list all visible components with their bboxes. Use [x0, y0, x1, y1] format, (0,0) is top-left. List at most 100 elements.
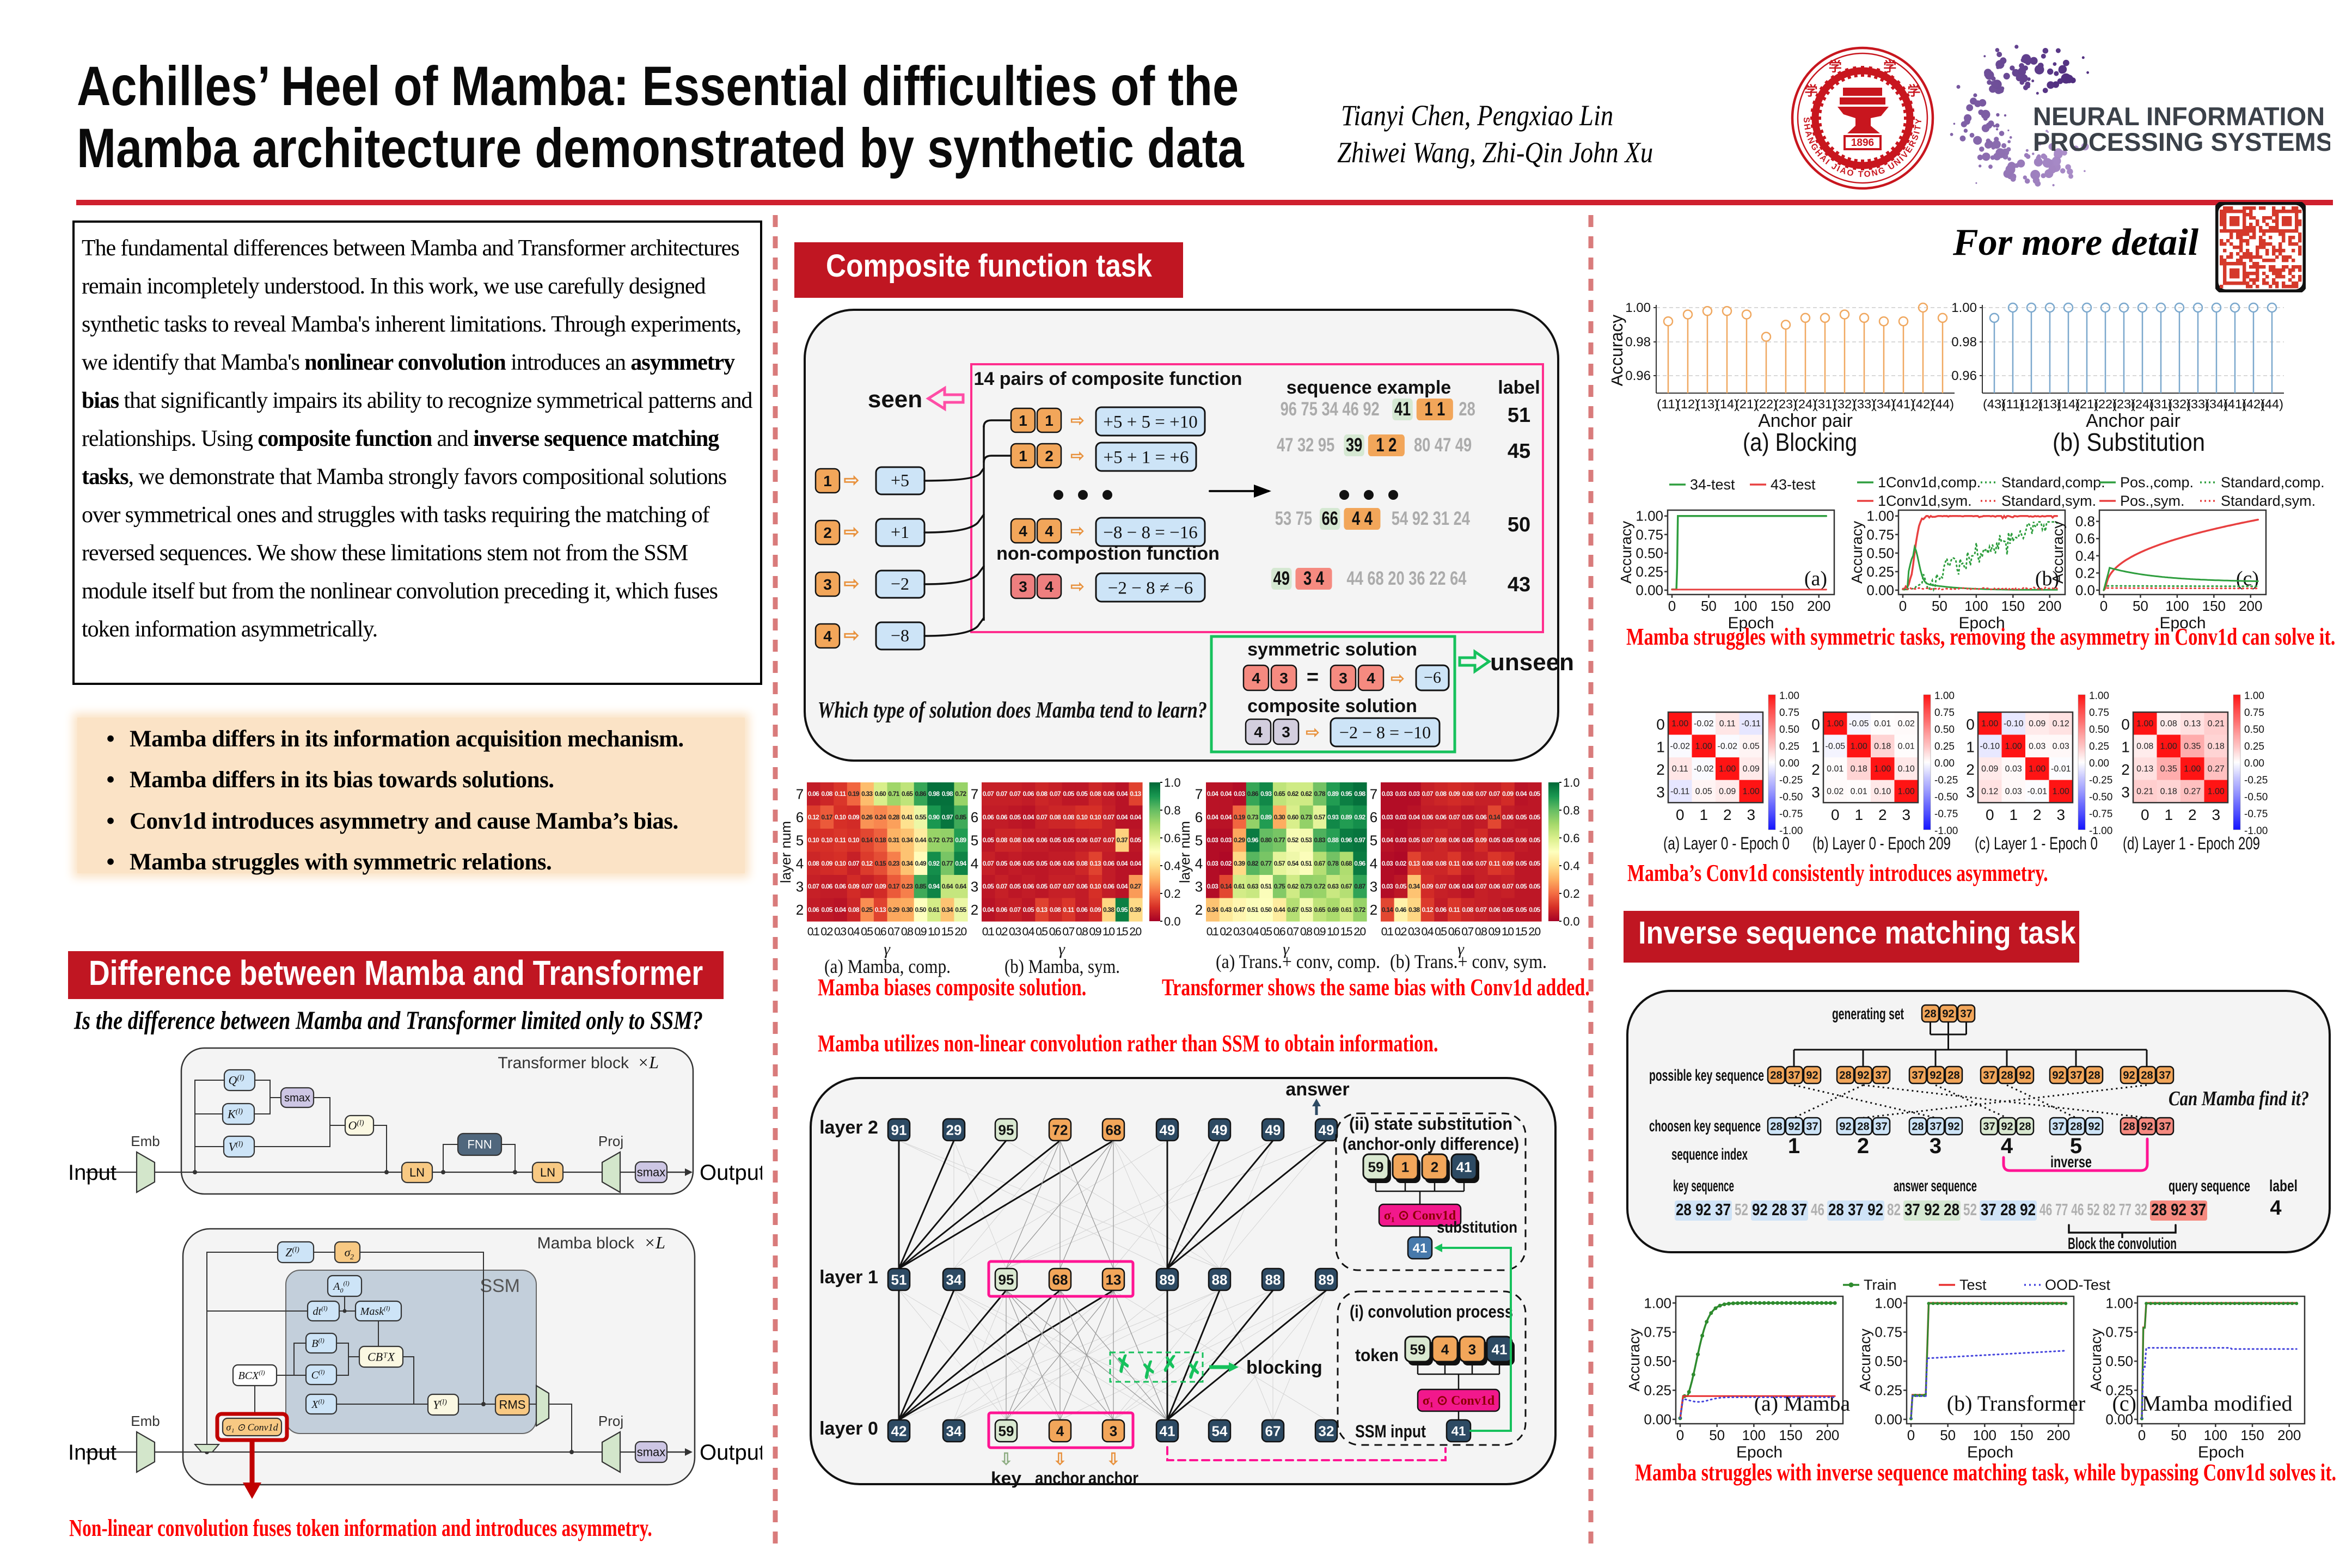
svg-text:43-test: 43-test: [1771, 476, 1816, 493]
svg-text:-0.50: -0.50: [1779, 792, 1803, 803]
svg-text:1.00: 1.00: [1875, 1295, 1902, 1311]
svg-text:4: 4: [796, 855, 804, 872]
svg-text:Emb: Emb: [131, 1413, 160, 1429]
svg-text:92: 92: [2088, 1121, 2100, 1133]
svg-text:(b) Substitution: (b) Substitution: [2053, 428, 2205, 456]
svg-text:0.33: 0.33: [861, 790, 873, 798]
svg-text:0.27: 0.27: [2184, 787, 2201, 796]
svg-text:0.89: 0.89: [1260, 813, 1272, 821]
svg-text:×L: ×L: [638, 1052, 659, 1072]
svg-text:0.00: 0.00: [1779, 758, 1799, 769]
svg-text:43: 43: [1508, 573, 1530, 596]
svg-text:⇨: ⇨: [844, 470, 860, 491]
svg-text:-0.25: -0.25: [2089, 775, 2112, 786]
svg-text:0.65: 0.65: [902, 790, 913, 798]
svg-text:(c) Mamba modified: (c) Mamba modified: [2112, 1391, 2293, 1416]
svg-text:0.89: 0.89: [1341, 813, 1352, 821]
svg-text:−2 − 8 = −10: −2 − 8 = −10: [1339, 722, 1431, 742]
svg-text:0.9: 0.9: [1314, 926, 1326, 938]
svg-text:0.03: 0.03: [1207, 883, 1218, 890]
svg-text:answer: answer: [1285, 1079, 1349, 1100]
svg-text:(b) Layer 0 - Epoch 209: (b) Layer 0 - Epoch 209: [1812, 834, 1951, 853]
svg-text:key sequence: key sequence: [1673, 1177, 1734, 1195]
svg-text:0.11: 0.11: [835, 790, 846, 798]
svg-text:0.06: 0.06: [1103, 790, 1114, 798]
svg-text:0.73: 0.73: [1247, 813, 1259, 821]
svg-text:0.09: 0.09: [1475, 836, 1487, 844]
svg-text:-1.00: -1.00: [2089, 825, 2112, 837]
svg-text:0.05: 0.05: [1529, 836, 1540, 844]
svg-text:28: 28: [1947, 1070, 1959, 1082]
svg-text:0.05: 0.05: [1516, 813, 1527, 821]
svg-text:-1.00: -1.00: [1934, 825, 1958, 837]
svg-text:⇩: ⇩: [999, 1450, 1013, 1468]
svg-text:Epoch: Epoch: [1728, 614, 1774, 632]
svg-text:2.0: 2.0: [954, 926, 967, 938]
svg-text:0.44: 0.44: [915, 836, 927, 844]
svg-text:66: 66: [1321, 508, 1338, 529]
svg-text:49: 49: [1265, 1122, 1281, 1138]
svg-text:-0.02: -0.02: [1670, 742, 1690, 751]
svg-text:95: 95: [999, 1271, 1014, 1288]
svg-text:(21): (21): [2075, 397, 2098, 411]
svg-text:0.1: 0.1: [807, 926, 820, 938]
svg-text:0.2: 0.2: [2075, 565, 2095, 581]
svg-text:0.0: 0.0: [1563, 915, 1580, 928]
svg-text:37 92 28: 37 92 28: [1904, 1200, 1959, 1219]
svg-text:0.75: 0.75: [2105, 1324, 2133, 1340]
svg-text:Epoch: Epoch: [2198, 1443, 2244, 1461]
svg-text:0: 0: [1831, 806, 1840, 823]
svg-text:choosen key sequence: choosen key sequence: [1649, 1117, 1761, 1135]
svg-text:0.87: 0.87: [1354, 883, 1365, 890]
svg-text:1.00: 1.00: [2208, 787, 2225, 796]
svg-text:3: 3: [2121, 783, 2130, 800]
svg-text:1.00: 1.00: [1898, 787, 1915, 796]
svg-text:0.07: 0.07: [983, 790, 994, 798]
svg-text:0.77: 0.77: [1274, 836, 1285, 844]
svg-text:学: 学: [1829, 59, 1842, 75]
svg-text:−6: −6: [1424, 669, 1441, 687]
svg-text:0.05: 0.05: [1529, 860, 1540, 867]
svg-text:0.0: 0.0: [1164, 915, 1181, 928]
svg-text:(11): (11): [1657, 397, 1680, 411]
svg-text:Accuracy: Accuracy: [2049, 521, 2066, 584]
svg-text:0.09: 0.09: [2029, 719, 2045, 728]
svg-text:0.06: 0.06: [1009, 860, 1021, 867]
svg-text:0.13: 0.13: [2136, 764, 2153, 774]
svg-text:0.50: 0.50: [1636, 545, 1663, 561]
svg-text:Accuracy: Accuracy: [1618, 521, 1634, 584]
svg-text:-1.00: -1.00: [1779, 825, 1803, 837]
svg-text:3: 3: [1282, 724, 1290, 740]
svg-text:0.06: 0.06: [1489, 883, 1500, 890]
svg-text:0.11: 0.11: [1672, 764, 1688, 774]
svg-text:0.05: 0.05: [1516, 906, 1527, 914]
svg-text:0.05: 0.05: [1063, 836, 1074, 844]
svg-text:⇨: ⇨: [1391, 670, 1404, 688]
svg-text:(21): (21): [1735, 397, 1758, 411]
svg-text:0.15: 0.15: [875, 860, 886, 867]
svg-text:1.5: 1.5: [941, 926, 954, 938]
svg-text:0.8: 0.8: [901, 926, 914, 938]
svg-text:0.46: 0.46: [1395, 906, 1406, 914]
svg-text:(a): (a): [1804, 567, 1827, 590]
svg-text:3: 3: [1930, 1134, 1941, 1158]
svg-text:0.21: 0.21: [2208, 719, 2225, 728]
svg-text:0.07: 0.07: [1090, 836, 1101, 844]
svg-text:(a) Trans.+ conv, comp.: (a) Trans.+ conv, comp.: [1216, 951, 1380, 972]
svg-text:0.05: 0.05: [983, 836, 994, 844]
svg-text:0.04: 0.04: [1023, 813, 1034, 821]
svg-text:0.62: 0.62: [1287, 883, 1298, 890]
svg-text:0.50: 0.50: [915, 906, 927, 914]
svg-text:32: 32: [1319, 1423, 1334, 1439]
svg-text:0: 0: [2141, 806, 2149, 823]
svg-text:29: 29: [946, 1122, 962, 1138]
svg-text:100: 100: [1973, 1427, 1996, 1443]
svg-text:1.0: 1.0: [1164, 776, 1181, 789]
svg-text:(12): (12): [2020, 397, 2043, 411]
svg-text:(31): (31): [2149, 397, 2172, 411]
svg-text:σ₁ ⊙ Conv1d: σ₁ ⊙ Conv1d: [1423, 1394, 1495, 1408]
svg-text:0.6: 0.6: [1563, 831, 1580, 845]
svg-text:3: 3: [1019, 578, 1027, 595]
svg-text:0.89: 0.89: [955, 836, 966, 844]
svg-text:1.00: 1.00: [1671, 719, 1688, 728]
